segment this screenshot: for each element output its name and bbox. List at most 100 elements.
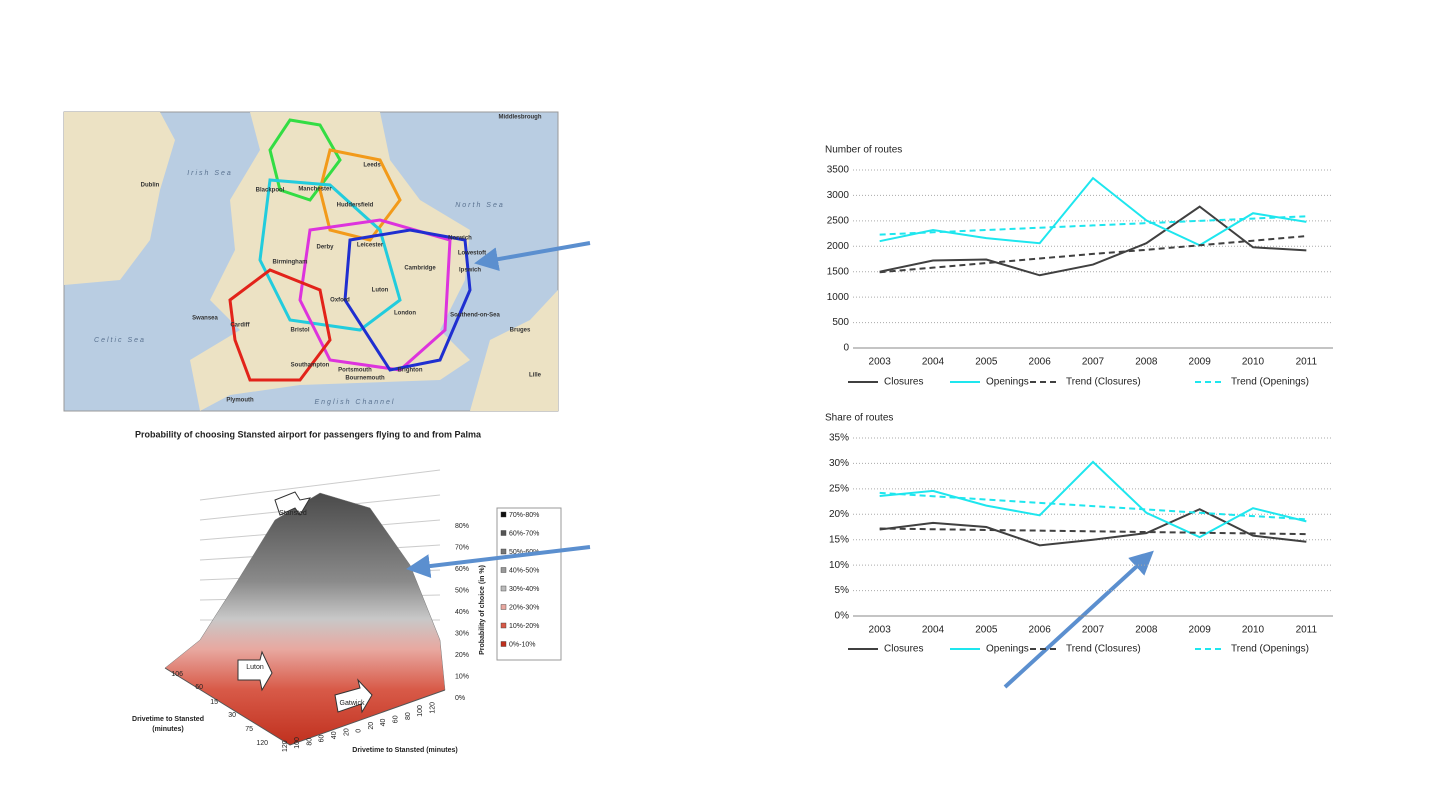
x-tick-label: 2007 [1082,625,1105,636]
y-tick-label: 15 [210,699,218,706]
y-tick-label: 500 [832,317,849,328]
y-tick-label: 2500 [827,215,850,226]
map-land [64,112,175,285]
figure-title: Probability of choosing Stansted airport… [135,429,482,439]
series-line [879,235,1307,274]
surface [164,492,446,746]
x-tick-label: 60 [319,735,326,743]
y-tick-label: 5% [835,585,850,596]
map-label: Leeds [363,163,381,169]
map-label: Lowestoft [458,251,486,257]
map-label: Brighton [398,368,423,374]
map-label: Bristol [290,328,309,334]
legend-label: Closures [884,644,923,655]
y-tick-label: 30% [829,458,849,469]
x-tick-label: 40 [380,719,387,727]
z-tick-label: 10% [455,673,469,680]
z-tick-label: 30% [455,630,469,637]
y-tick-label: 1000 [827,292,850,303]
chart-title: Share of routes [825,413,893,424]
legend-label: 20%-30% [509,604,539,611]
annotation: Luton [246,664,264,671]
map-land [190,112,470,411]
annotation-arrow [237,650,273,692]
map-label: Birmingham [272,260,307,266]
map-label: Luton [372,288,389,294]
x-tick-label: 2006 [1029,625,1052,636]
z-tick-label: 80% [455,523,469,530]
z-tick-label: 60% [455,566,469,573]
legend-swatch [500,641,507,647]
x-tick-label: 40 [331,731,338,739]
y-tick-label: 75 [245,726,253,733]
x-tick-label: 120 [282,740,289,752]
x-tick-label: 20 [343,728,350,736]
legend-label: 50%-60% [509,549,539,556]
annotation-arrow [274,491,311,516]
x-tick-label: 2005 [975,625,998,636]
legend-label: Trend (Closures) [1066,644,1141,655]
y-tick-label: 15% [829,534,849,545]
y-tick-label: 20% [829,509,849,520]
legend-label: Closures [884,377,923,388]
y-tick-label: 120 [256,740,268,747]
y-tick-label: 2000 [827,241,850,252]
sea-label: English Channel [315,399,396,406]
surface-base [164,667,446,746]
arrow [1003,550,1154,689]
x-tick-label: 2011 [1296,625,1318,636]
legend-label: Openings [986,644,1029,655]
legend-label: Trend (Closures) [1066,377,1141,388]
y-tick-label: 25% [829,483,849,494]
x-tick-label: 80 [306,738,313,746]
map-label: Swansea [192,316,218,322]
x-tick-label: 2009 [1189,357,1212,368]
sea-label: Celtic Sea [94,337,146,344]
x-tick-label: 2003 [869,357,892,368]
legend-label: 0%-10% [509,641,535,648]
y-tick-label: 3000 [827,190,850,201]
chart-title: Number of routes [825,145,902,156]
y-tick-label: 1500 [827,266,850,277]
map-label: Southend-on-Sea [450,313,500,319]
series-line [879,527,1307,536]
map-label: Middlesbrough [499,115,542,121]
series-line [879,508,1307,547]
legend-label: Trend (Openings) [1231,377,1309,388]
x-tick-label: 0 [356,729,363,733]
x-tick-label: 2003 [869,625,892,636]
annotation: Gatwick [340,700,365,707]
surface-chart: 0% 10% 20% 30% 40% 50% 60% 70% 80% Probability of… [132,469,562,754]
z-tick-label: 0% [455,695,465,702]
arrow [406,545,591,579]
sea-label: Irish Sea [187,170,233,177]
legend-swatch [500,622,507,629]
y-tick-label: 35% [829,433,849,444]
map-label: Ipswich [459,268,481,274]
x-tick-label: 2005 [975,357,998,368]
legend-label: 10%-20% [509,623,539,630]
z-tick-label: 20% [455,652,469,659]
z-tick-label: 40% [455,609,469,616]
y-axis-label: (minutes) [152,726,184,733]
legend-label: 60%-70% [509,530,539,537]
map-label: Blackpool [256,188,285,194]
y-tick-label: 0% [835,611,850,622]
y-tick-label: 30 [228,712,236,719]
region-outline [298,218,452,372]
region-outline [318,148,402,242]
map-label: Manchester [298,187,332,193]
y-tick-label: 10% [829,560,849,571]
y-tick-label: 106 [171,671,183,678]
legend-label: 70%-80% [509,512,539,519]
map-label: Plymouth [226,398,254,404]
legend-swatch [500,548,507,555]
x-tick-label: 2004 [922,357,945,368]
y-tick-label: 0 [843,343,849,354]
y-tick-label: 60 [195,684,203,691]
map-label: Leicester [357,243,384,249]
z-tick-label: 50% [455,587,469,594]
x-tick-label: 2008 [1135,357,1158,368]
region-outline [228,268,332,382]
series-line [879,460,1307,539]
